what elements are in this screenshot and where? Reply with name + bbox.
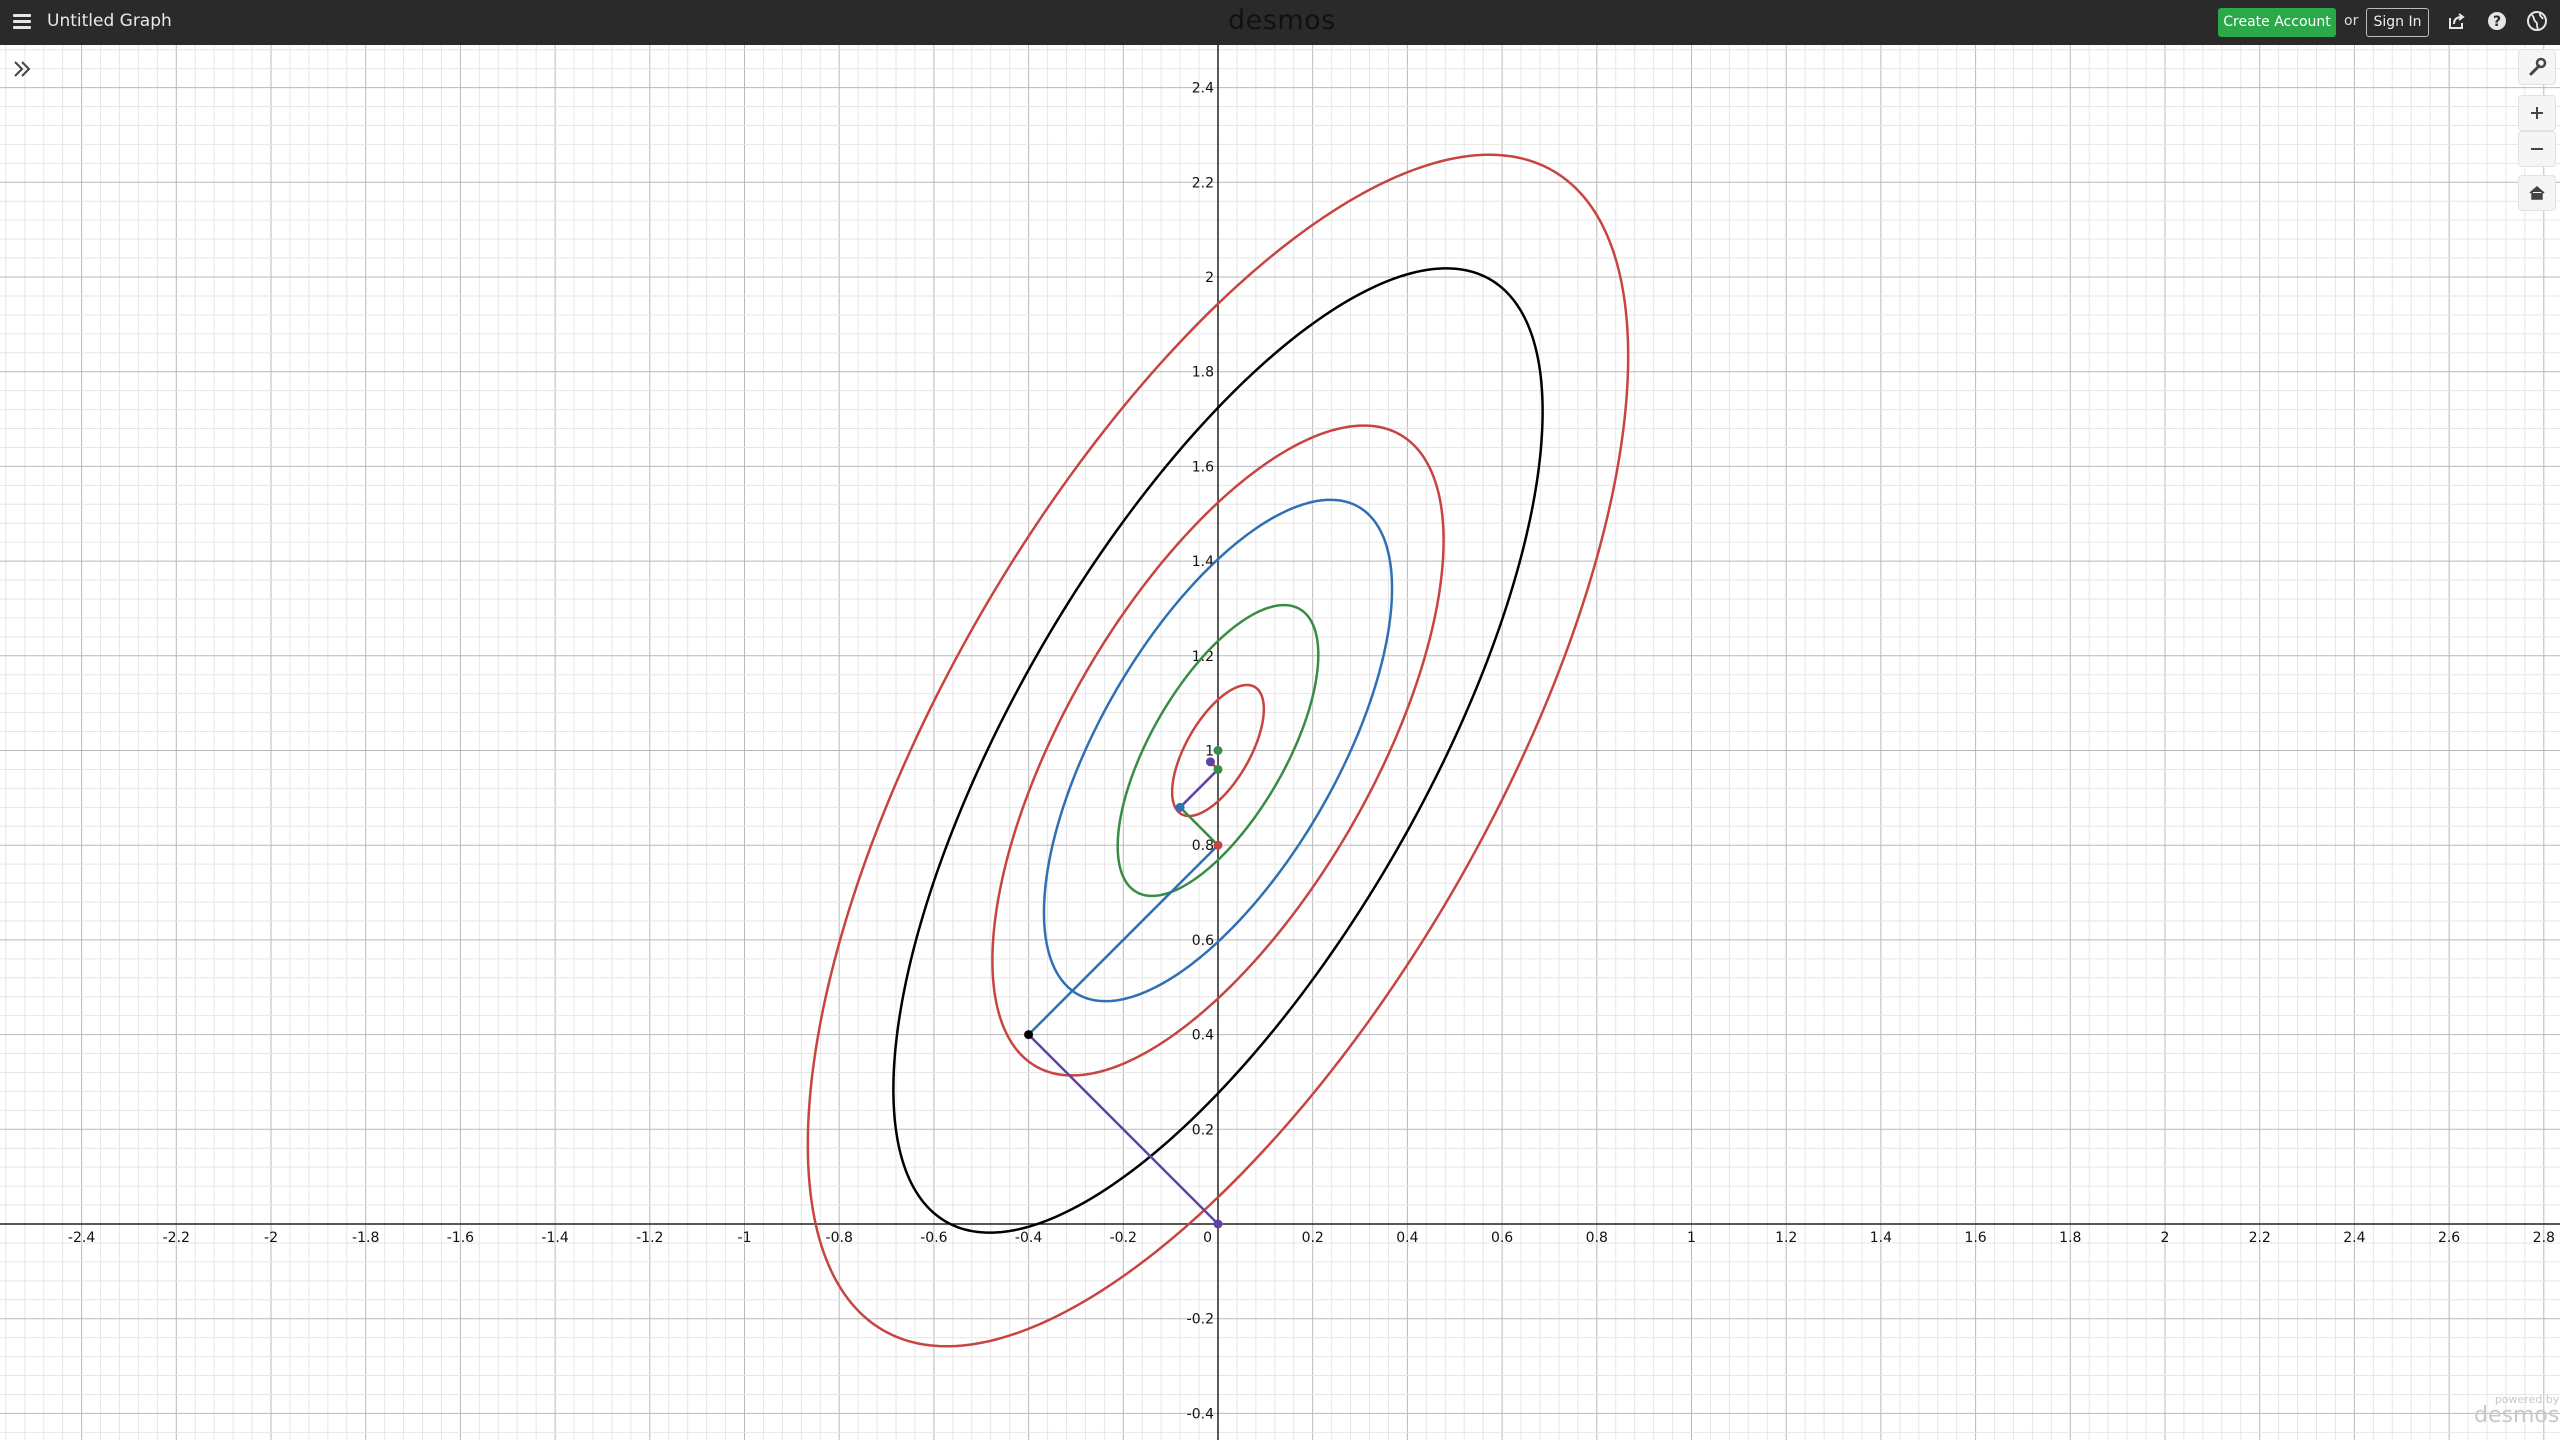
data-point	[1205, 757, 1215, 767]
x-tick-label: 1.2	[1775, 1230, 1797, 1246]
x-tick-label: 1.4	[1870, 1230, 1892, 1246]
plus-icon	[2531, 107, 2543, 119]
x-tick-label: -2.4	[68, 1230, 95, 1246]
double-chevron-right-icon[interactable]	[8, 55, 38, 83]
wrench-icon[interactable]	[2518, 49, 2556, 85]
ellipse-curve	[1116, 603, 1320, 898]
y-tick-label: 2.4	[1192, 81, 1214, 97]
data-point	[1024, 1030, 1034, 1040]
x-tick-label: 0.6	[1491, 1230, 1513, 1246]
x-tick-label: -1.4	[541, 1230, 568, 1246]
create-account-button[interactable]: Create Account	[2218, 8, 2336, 37]
x-tick-label: 0	[1203, 1230, 1212, 1246]
zoom-in-button[interactable]	[2518, 95, 2556, 131]
segment-line	[1179, 806, 1219, 847]
sign-in-button[interactable]: Sign In	[2366, 8, 2429, 37]
ellipse-curve	[892, 267, 1544, 1234]
home-icon	[2529, 186, 2545, 200]
segment-line	[1027, 1033, 1219, 1225]
y-tick-label: 0.4	[1192, 1028, 1214, 1044]
grid	[0, 45, 2560, 1440]
x-tick-label: -0.4	[1015, 1230, 1042, 1246]
x-tick-label: 0.2	[1302, 1230, 1324, 1246]
y-tick-label: 2	[1205, 270, 1214, 286]
x-tick-label: 2.8	[2533, 1230, 2555, 1246]
globe-icon[interactable]	[2526, 10, 2548, 32]
y-tick-label: -0.4	[1187, 1406, 1214, 1422]
x-tick-label: 2.6	[2438, 1230, 2460, 1246]
data-point	[1175, 802, 1185, 812]
segment-line	[1027, 844, 1219, 1036]
top-bar: Untitled Graph desmos Create Account or …	[0, 0, 2560, 45]
y-tick-label: 1.8	[1192, 365, 1214, 381]
y-tick-label: -0.2	[1187, 1312, 1214, 1328]
x-tick-label: -2	[264, 1230, 278, 1246]
svg-text:?: ?	[2493, 14, 2501, 30]
y-tick-label: 0.8	[1192, 838, 1214, 854]
x-tick-label: 2.4	[2343, 1230, 2365, 1246]
x-tick-label: -0.8	[826, 1230, 853, 1246]
x-tick-label: 2	[2161, 1230, 2170, 1246]
desmos-watermark-logo: desmos	[2474, 1403, 2560, 1428]
ellipse-curve	[1170, 683, 1266, 818]
y-tick-label: 1.4	[1192, 554, 1214, 570]
y-tick-label: 0.2	[1192, 1122, 1214, 1138]
segment-line	[1179, 768, 1219, 809]
y-tick-label: 1	[1205, 744, 1214, 760]
zoom-out-button[interactable]	[2518, 131, 2556, 167]
home-button[interactable]	[2518, 175, 2556, 211]
y-tick-label: 0.6	[1192, 933, 1214, 949]
x-tick-label: -0.6	[920, 1230, 947, 1246]
x-tick-label: 0.4	[1396, 1230, 1418, 1246]
y-tick-label: 1.6	[1192, 459, 1214, 475]
minus-icon	[2531, 148, 2543, 150]
desmos-logo: desmos	[1228, 5, 1336, 36]
x-tick-label: 1	[1687, 1230, 1696, 1246]
x-tick-label: -1.6	[447, 1230, 474, 1246]
x-tick-label: -1	[738, 1230, 752, 1246]
graph-title[interactable]: Untitled Graph	[47, 11, 172, 31]
x-tick-label: 0.8	[1586, 1230, 1608, 1246]
data-point	[1213, 746, 1223, 755]
share-icon[interactable]	[2446, 10, 2468, 32]
graph-canvas[interactable]: -2.4 -2.2 -2 -1.8 -1.6 -1.4 -1.2 -1 -0.8 -0.6 -0.4…	[0, 45, 2560, 1440]
ellipse-curve	[1042, 498, 1394, 1003]
x-tick-label: -2.2	[163, 1230, 190, 1246]
ellipse-curve	[991, 424, 1445, 1077]
data-point	[1213, 1219, 1223, 1229]
x-tick-label: 1.8	[2059, 1230, 2081, 1246]
hamburger-menu-icon[interactable]	[10, 9, 36, 35]
data-point	[1213, 764, 1223, 774]
x-tick-label: 1.6	[1964, 1230, 1986, 1246]
x-tick-label: -0.2	[1110, 1230, 1137, 1246]
data-point	[1213, 840, 1223, 850]
y-tick-label: 2.2	[1192, 175, 1214, 191]
x-tick-label: -1.2	[636, 1230, 663, 1246]
x-tick-label: -1.8	[352, 1230, 379, 1246]
help-icon[interactable]: ?	[2486, 10, 2508, 32]
powered-by-watermark: powered by desmos	[2474, 1393, 2559, 1428]
ellipse-curve	[806, 153, 1630, 1348]
or-label: or	[2344, 13, 2359, 29]
powered-by-label: powered by	[2494, 1393, 2560, 1406]
x-tick-label: 2.2	[2249, 1230, 2271, 1246]
